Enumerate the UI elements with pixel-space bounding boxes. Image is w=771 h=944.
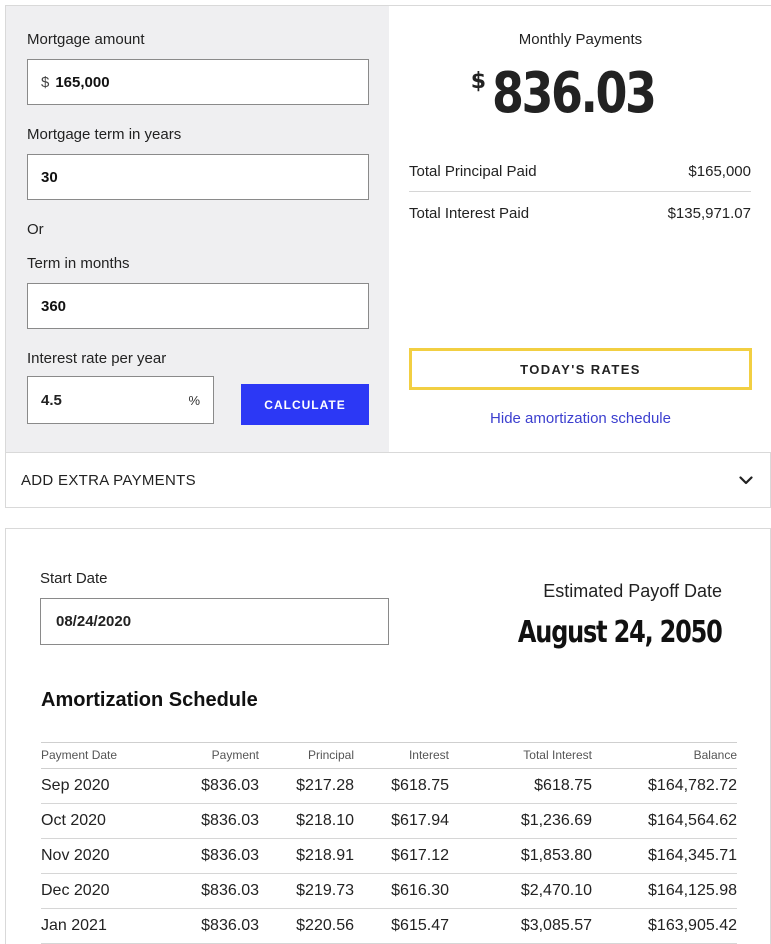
cell-principal: $220.56 [259, 908, 354, 944]
cell-total-interest: $1,236.69 [449, 803, 592, 839]
monthly-payment-value: 836.03 [492, 61, 657, 126]
dollar-sign: $ [41, 73, 50, 91]
cell-interest: $616.30 [354, 873, 449, 909]
cell-payment-date: Jan 2021 [41, 908, 141, 944]
column-header: Payment [141, 742, 259, 769]
summary-divider [409, 191, 751, 192]
cell-payment-date: Oct 2020 [41, 803, 141, 839]
table-row: Nov 2020 $836.03 $218.91 $617.12 $1,853.… [41, 838, 737, 874]
total-principal-value: $165,000 [688, 163, 751, 180]
column-header: Total Interest [449, 742, 592, 769]
cell-principal: $217.28 [259, 768, 354, 804]
cell-interest: $618.75 [354, 768, 449, 804]
add-extra-payments-label: ADD EXTRA PAYMENTS [21, 472, 196, 489]
cell-payment: $836.03 [141, 873, 259, 909]
start-date-input[interactable]: 08/24/2020 [40, 598, 389, 645]
mortgage-amount-input[interactable]: $ 165,000 [27, 59, 369, 105]
monthly-payment-currency: $ [470, 69, 487, 94]
cell-balance: $164,782.72 [592, 768, 737, 804]
term-years-value: 30 [41, 168, 58, 186]
add-extra-payments-toggle[interactable]: ADD EXTRA PAYMENTS [6, 452, 770, 508]
cell-balance: $164,125.98 [592, 873, 737, 909]
monthly-payments-label: Monthly Payments [518, 31, 643, 48]
term-months-value: 360 [41, 297, 67, 315]
column-header: Balance [592, 742, 737, 769]
chevron-down-icon[interactable] [738, 473, 754, 489]
cell-total-interest: $1,853.80 [449, 838, 592, 874]
cell-payment: $836.03 [141, 908, 259, 944]
payoff-date-value: August 24, 2050 [518, 615, 723, 650]
cell-payment: $836.03 [141, 803, 259, 839]
schedule-card: Start Date 08/24/2020 Estimated Payoff D… [5, 528, 771, 944]
cell-principal: $218.10 [259, 803, 354, 839]
column-header: Principal [259, 742, 354, 769]
start-date-label: Start Date [40, 570, 108, 587]
cell-payment-date: Dec 2020 [41, 873, 141, 909]
calculator-card: Mortgage amount $ 165,000 Mortgage term … [5, 5, 771, 508]
table-row: Jan 2021 $836.03 $220.56 $615.47 $3,085.… [41, 908, 737, 944]
cell-interest: $617.94 [354, 803, 449, 839]
amortization-table: Payment Date Payment Principal Interest … [41, 742, 737, 944]
table-header-row: Payment Date Payment Principal Interest … [41, 742, 737, 769]
term-years-label: Mortgage term in years [27, 126, 182, 143]
cell-payment: $836.03 [141, 768, 259, 804]
column-header: Interest [354, 742, 449, 769]
cell-payment-date: Nov 2020 [41, 838, 141, 874]
term-months-label: Term in months [27, 255, 130, 272]
total-principal-row: Total Principal Paid $165,000 [409, 163, 751, 180]
interest-rate-label: Interest rate per year [27, 350, 167, 367]
term-years-input[interactable]: 30 [27, 154, 369, 200]
table-row: Oct 2020 $836.03 $218.10 $617.94 $1,236.… [41, 803, 737, 839]
cell-total-interest: $3,085.57 [449, 908, 592, 944]
term-months-input[interactable]: 360 [27, 283, 369, 329]
cell-principal: $219.73 [259, 873, 354, 909]
total-interest-value: $135,971.07 [667, 205, 751, 222]
cell-total-interest: $2,470.10 [449, 873, 592, 909]
cell-balance: $164,345.71 [592, 838, 737, 874]
total-principal-label: Total Principal Paid [409, 163, 537, 180]
start-date-value: 08/24/2020 [56, 613, 132, 630]
interest-rate-input[interactable]: 4.5 % [27, 376, 214, 424]
column-header: Payment Date [41, 742, 141, 769]
todays-rates-button[interactable]: TODAY'S RATES [409, 348, 752, 390]
cell-payment: $836.03 [141, 838, 259, 874]
table-row: Sep 2020 $836.03 $217.28 $618.75 $618.75… [41, 768, 737, 804]
results-panel: Monthly Payments $836.03 Total Principal… [389, 6, 771, 452]
cell-total-interest: $618.75 [449, 768, 592, 804]
table-row: Dec 2020 $836.03 $219.73 $616.30 $2,470.… [41, 873, 737, 909]
cell-balance: $163,905.42 [592, 908, 737, 944]
input-panel: Mortgage amount $ 165,000 Mortgage term … [6, 6, 389, 452]
interest-rate-value: 4.5 [41, 391, 62, 409]
monthly-payment-amount: $836.03 [389, 61, 771, 126]
cell-interest: $615.47 [354, 908, 449, 944]
total-interest-label: Total Interest Paid [409, 205, 530, 222]
mortgage-amount-label: Mortgage amount [27, 31, 145, 48]
payoff-date-label: Estimated Payoff Date [543, 581, 722, 601]
cell-interest: $617.12 [354, 838, 449, 874]
mortgage-amount-value: 165,000 [55, 73, 110, 91]
cell-payment-date: Sep 2020 [41, 768, 141, 804]
calculate-button[interactable]: CALCULATE [241, 384, 369, 425]
total-interest-row: Total Interest Paid $135,971.07 [409, 205, 751, 222]
cell-balance: $164,564.62 [592, 803, 737, 839]
cell-principal: $218.91 [259, 838, 354, 874]
hide-amortization-link[interactable]: Hide amortization schedule [490, 410, 671, 427]
or-label: Or [27, 221, 44, 238]
amortization-title: Amortization Schedule [41, 689, 258, 711]
percent-sign: % [188, 392, 200, 408]
